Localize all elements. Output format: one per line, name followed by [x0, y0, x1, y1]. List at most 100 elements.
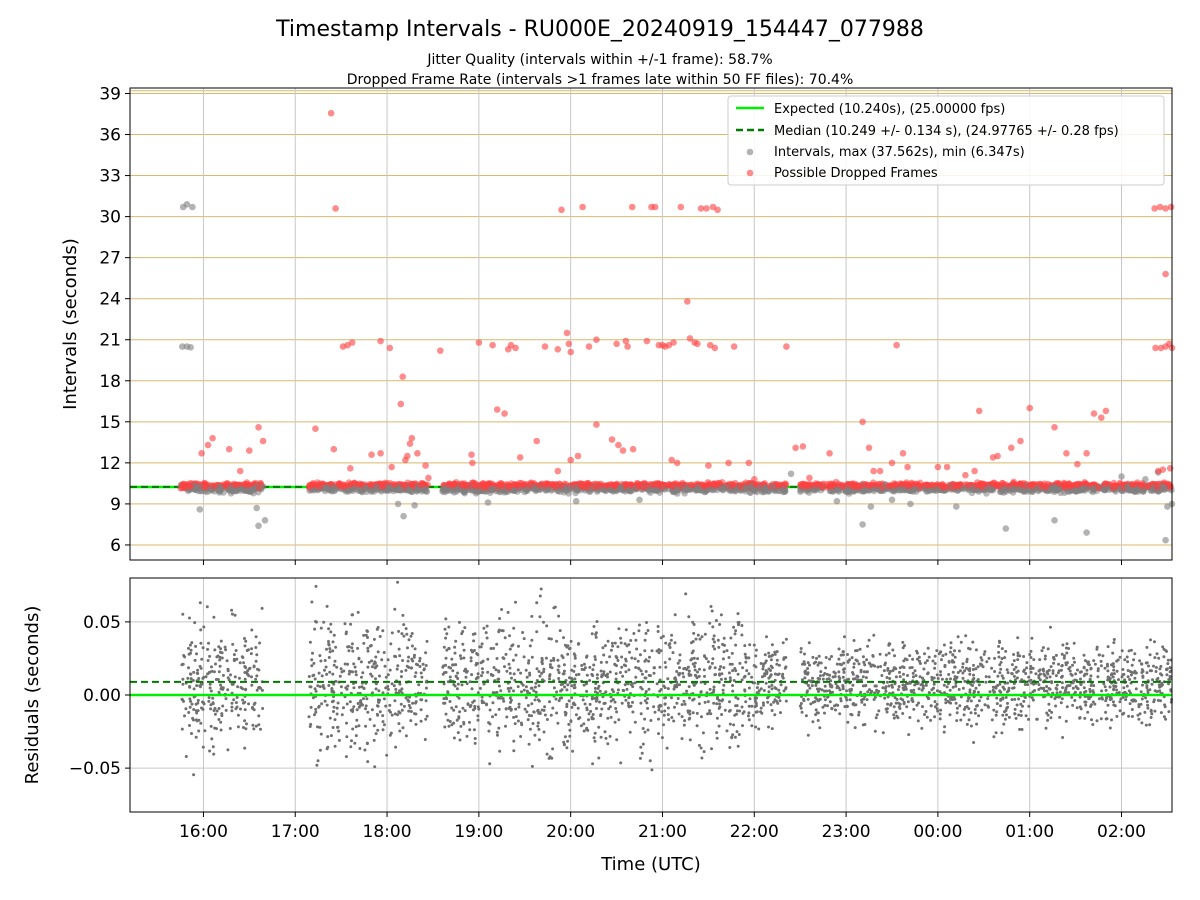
residual-point — [557, 664, 561, 668]
dropped-frame-point — [493, 406, 501, 413]
residual-point — [476, 653, 480, 657]
interval-point — [398, 486, 405, 494]
residual-point — [512, 749, 516, 753]
residual-point — [442, 682, 446, 686]
residual-point — [905, 658, 909, 662]
dropped-frame-point — [1102, 407, 1110, 415]
residual-point — [411, 701, 415, 705]
residual-point — [524, 685, 528, 689]
residual-point — [712, 685, 716, 689]
intervals-y-tick-label: 21 — [99, 331, 121, 351]
residual-point — [328, 650, 332, 654]
residual-point — [464, 675, 468, 679]
residual-point — [657, 717, 660, 721]
residual-point — [331, 726, 335, 729]
residual-point — [535, 601, 539, 605]
residual-point — [719, 665, 723, 669]
residual-point — [209, 689, 213, 693]
residual-point — [220, 686, 224, 689]
dropped-frame-point — [850, 483, 857, 491]
dropped-frame-point — [629, 445, 637, 453]
dropped-frame-point — [543, 480, 551, 488]
residual-point — [350, 642, 354, 646]
residual-point — [243, 637, 246, 640]
interval-point — [406, 487, 414, 495]
residual-point — [498, 617, 502, 620]
residual-point — [781, 676, 785, 680]
dropped-frame-point — [574, 452, 582, 460]
residual-point — [624, 628, 628, 632]
residual-point — [366, 710, 370, 714]
residual-point — [833, 671, 837, 675]
residual-point — [814, 696, 818, 700]
interval-point — [863, 487, 870, 494]
residual-point — [594, 633, 598, 636]
residual-point — [754, 701, 758, 705]
residual-point — [677, 712, 681, 716]
residual-point — [310, 658, 314, 662]
residual-point — [375, 664, 379, 668]
dropped-frame-point — [1166, 465, 1174, 472]
dropped-frame-point — [509, 481, 517, 489]
dropped-frame-point — [348, 339, 356, 346]
residual-point — [534, 690, 538, 694]
residual-point — [473, 737, 477, 740]
legend-dropped-swatch — [746, 169, 754, 177]
dropped-frame-point — [512, 344, 519, 352]
residual-point — [877, 709, 881, 713]
residual-point — [779, 711, 782, 715]
residual-point — [472, 639, 476, 643]
residual-point — [598, 689, 602, 693]
residual-point — [592, 625, 596, 628]
residual-point — [691, 711, 695, 715]
residual-point — [614, 677, 618, 681]
residual-point — [728, 722, 732, 726]
residual-point — [599, 669, 603, 673]
residual-point — [356, 610, 360, 614]
residual-point — [647, 673, 651, 677]
residual-point — [602, 670, 606, 674]
dropped-frame-point — [516, 454, 524, 461]
residual-point — [206, 647, 210, 651]
residual-point — [323, 668, 326, 672]
dropped-frame-point — [999, 480, 1006, 487]
residual-point — [940, 658, 943, 662]
residual-point — [563, 685, 567, 689]
residual-point — [419, 719, 423, 723]
residual-point — [212, 709, 216, 712]
residual-point — [562, 669, 566, 673]
residual-point — [669, 638, 673, 642]
residual-point — [846, 653, 849, 656]
residual-point — [413, 647, 417, 651]
residual-point — [313, 713, 316, 717]
residual-point — [570, 684, 574, 688]
residual-point — [251, 723, 255, 727]
residual-point — [409, 634, 413, 638]
residual-point — [535, 667, 539, 671]
residual-point — [331, 672, 335, 676]
residual-point — [675, 670, 679, 673]
residual-point — [845, 689, 848, 693]
interval-point — [196, 506, 204, 513]
residual-point — [530, 614, 534, 618]
residual-point — [761, 667, 765, 671]
residual-point — [667, 718, 671, 722]
residual-point — [218, 658, 222, 662]
dropped-frame-point — [585, 343, 593, 350]
residual-point — [727, 671, 731, 675]
residual-point — [345, 702, 349, 706]
residual-point — [857, 662, 861, 666]
residual-point — [687, 685, 691, 689]
residual-point — [401, 659, 405, 662]
residual-point — [823, 711, 826, 715]
residual-point — [690, 641, 693, 645]
residual-point — [346, 645, 350, 649]
residual-point — [516, 685, 520, 689]
residual-point — [522, 655, 526, 659]
residual-point — [528, 673, 532, 677]
residual-point — [359, 701, 363, 705]
residual-point — [406, 646, 409, 650]
residual-point — [614, 672, 618, 676]
residual-point — [842, 670, 846, 674]
